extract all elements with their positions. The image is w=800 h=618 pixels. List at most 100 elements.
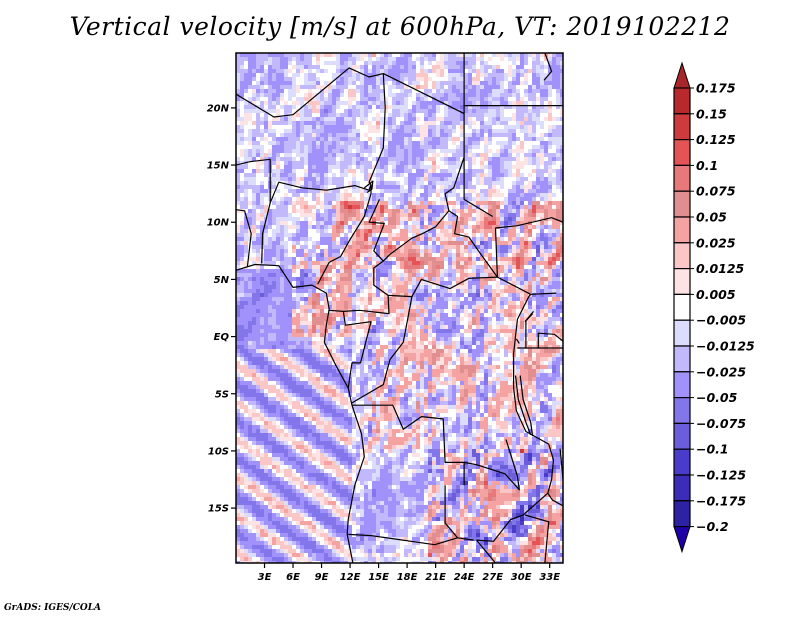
field-cell (340, 281, 344, 285)
field-cell (236, 213, 240, 217)
field-cell (552, 245, 556, 249)
field-cell (248, 177, 252, 181)
field-cell (312, 225, 316, 229)
field-cell (560, 153, 563, 157)
field-cell (440, 97, 444, 101)
field-cell (472, 121, 476, 125)
field-cell (412, 105, 416, 109)
field-cell (460, 177, 464, 181)
field-cell (332, 53, 336, 57)
field-cell (540, 193, 544, 197)
field-cell (272, 145, 276, 149)
field-cell (524, 85, 528, 89)
field-cell (560, 77, 563, 81)
field-cell (464, 273, 468, 277)
field-cell (392, 237, 396, 241)
field-cell (376, 265, 380, 269)
field-cell (260, 217, 264, 221)
field-cell (420, 249, 424, 253)
field-cell (332, 237, 336, 241)
field-cell (320, 233, 324, 237)
field-cell (420, 261, 424, 265)
field-cell (288, 177, 292, 181)
field-cell (296, 197, 300, 201)
field-cell (332, 149, 336, 153)
field-cell (300, 277, 304, 281)
field-cell (504, 161, 508, 165)
field-cell (316, 189, 320, 193)
field-cell (376, 205, 380, 209)
field-cell (356, 201, 360, 205)
field-cell (484, 213, 488, 217)
field-cell (372, 105, 376, 109)
field-cell (492, 201, 496, 205)
field-cell (448, 181, 452, 185)
field-cell (372, 245, 376, 249)
field-cell (548, 257, 552, 261)
field-cell (264, 293, 268, 297)
field-cell (332, 137, 336, 141)
field-cell (312, 233, 316, 237)
field-cell (348, 253, 352, 257)
field-cell (560, 165, 563, 169)
field-cell (536, 253, 540, 257)
field-cell (264, 125, 268, 129)
field-cell (344, 241, 348, 245)
field-cell (532, 217, 536, 221)
field-cell (416, 281, 420, 285)
field-cell (516, 221, 520, 225)
field-cell (452, 77, 456, 81)
field-cell (280, 77, 284, 81)
field-cell (364, 61, 368, 65)
field-cell (364, 237, 368, 241)
field-cell (368, 157, 372, 161)
field-cell (292, 53, 296, 57)
field-cell (376, 209, 380, 213)
field-cell (404, 89, 408, 93)
field-cell (392, 189, 396, 193)
field-cell (256, 169, 260, 173)
field-cell (352, 129, 356, 133)
field-cell (276, 253, 280, 257)
field-cell (316, 185, 320, 189)
field-cell (448, 113, 452, 117)
field-cell (536, 73, 540, 77)
field-cell (500, 293, 504, 297)
field-cell (464, 89, 468, 93)
field-cell (240, 237, 244, 241)
field-cell (452, 177, 456, 181)
field-cell (324, 237, 328, 241)
field-cell (536, 93, 540, 97)
field-cell (388, 113, 392, 117)
field-cell (496, 73, 500, 77)
field-cell (336, 289, 340, 293)
field-cell (284, 157, 288, 161)
field-cell (360, 273, 364, 277)
field-cell (248, 209, 252, 213)
field-cell (332, 105, 336, 109)
field-cell (284, 197, 288, 201)
field-cell (296, 205, 300, 209)
field-cell (248, 137, 252, 141)
field-cell (480, 85, 484, 89)
field-cell (340, 105, 344, 109)
field-cell (512, 81, 516, 85)
field-cell (348, 273, 352, 277)
field-cell (532, 121, 536, 125)
field-cell (552, 197, 556, 201)
field-cell (456, 133, 460, 137)
field-cell (392, 161, 396, 165)
field-cell (528, 245, 532, 249)
field-cell (524, 121, 528, 125)
field-cell (448, 69, 452, 73)
field-cell (396, 117, 400, 121)
field-cell (408, 169, 412, 173)
field-cell (240, 233, 244, 237)
field-cell (424, 241, 428, 245)
field-cell (244, 129, 248, 133)
field-cell (396, 249, 400, 253)
field-cell (552, 201, 556, 205)
field-cell (344, 201, 348, 205)
field-cell (300, 113, 304, 117)
field-cell (364, 285, 368, 289)
